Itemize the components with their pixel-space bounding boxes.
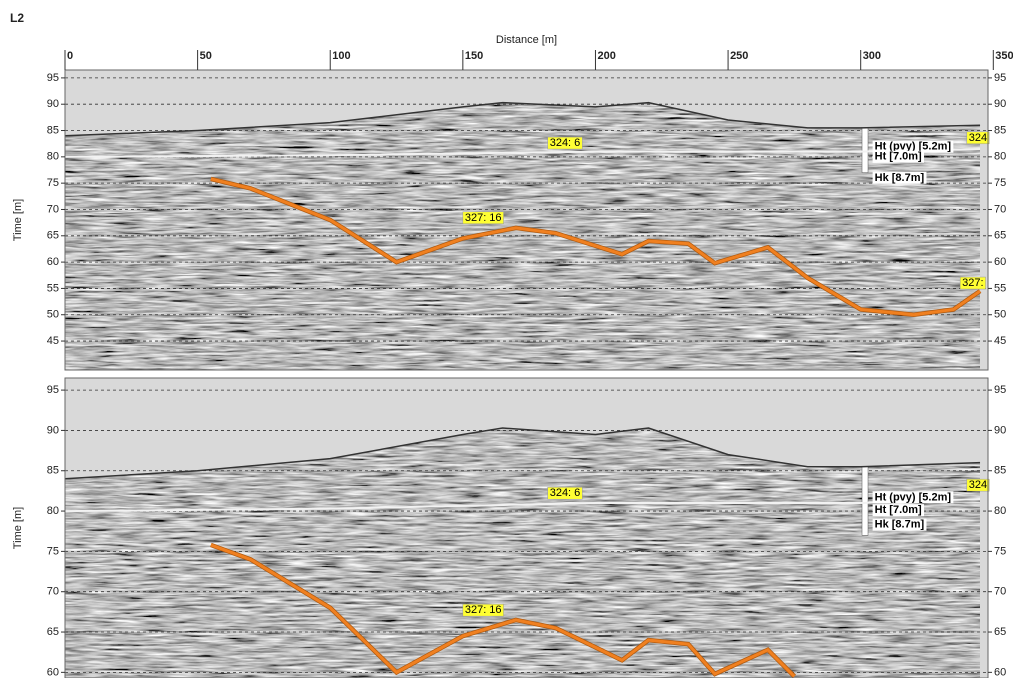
y-tick-label: 95	[47, 384, 59, 396]
y-tick-label: 90	[47, 424, 59, 436]
y2-tick-label: 50	[994, 309, 1006, 321]
y-tick-label: 70	[47, 586, 59, 598]
annotation: 324	[969, 132, 987, 144]
y2-tick-label: 70	[994, 203, 1006, 215]
y2-tick-label: 80	[994, 151, 1006, 163]
y-axis-title: Time [m]	[12, 507, 24, 549]
x-tick-label: 200	[597, 50, 615, 62]
annotation: 324: 6	[550, 487, 581, 499]
y-tick-label: 85	[47, 124, 59, 136]
annotation: Hk [8.7m]	[875, 172, 925, 184]
y2-tick-label: 75	[994, 545, 1006, 557]
y-tick-label: 75	[47, 545, 59, 557]
x-axis-title: Distance [m]	[496, 34, 557, 46]
y2-tick-label: 70	[994, 586, 1006, 598]
borehole	[862, 467, 868, 536]
y-axis-title: Time [m]	[12, 199, 24, 241]
y-tick-label: 90	[47, 98, 59, 110]
plot-area	[65, 70, 988, 370]
y2-tick-label: 55	[994, 282, 1006, 294]
annotation: Ht [7.0m]	[875, 504, 922, 516]
plot-area	[65, 378, 988, 678]
y2-tick-label: 95	[994, 72, 1006, 84]
y-tick-label: 85	[47, 465, 59, 477]
y-tick-label: 55	[47, 282, 59, 294]
x-tick-label: 100	[332, 50, 350, 62]
radargram-view: L2 324: 6327: 16324327:Ht (pvy) [5.2m]Ht…	[0, 0, 1013, 678]
y2-tick-label: 85	[994, 465, 1006, 477]
x-tick-label: 50	[200, 50, 212, 62]
borehole	[862, 128, 868, 173]
y2-tick-label: 80	[994, 505, 1006, 517]
y2-tick-label: 60	[994, 256, 1006, 268]
profile-label: L2	[10, 11, 24, 25]
y-tick-label: 65	[47, 626, 59, 638]
x-tick-label: 350	[995, 50, 1013, 62]
y2-tick-label: 60	[994, 666, 1006, 678]
y2-tick-label: 65	[994, 230, 1006, 242]
y-tick-label: 45	[47, 335, 59, 347]
y-tick-label: 50	[47, 309, 59, 321]
annotation: 327: 16	[465, 604, 502, 616]
y-tick-label: 75	[47, 177, 59, 189]
y-tick-label: 70	[47, 203, 59, 215]
x-tick-label: 250	[730, 50, 748, 62]
y-tick-label: 80	[47, 151, 59, 163]
y2-tick-label: 95	[994, 384, 1006, 396]
y2-tick-label: 45	[994, 335, 1006, 347]
y2-tick-label: 85	[994, 124, 1006, 136]
y-tick-label: 65	[47, 230, 59, 242]
annotation: Hk [8.7m]	[875, 519, 925, 531]
x-tick-label: 150	[465, 50, 483, 62]
x-tick-label: 0	[67, 50, 73, 62]
y2-tick-label: 90	[994, 424, 1006, 436]
x-tick-label: 300	[863, 50, 881, 62]
y2-tick-label: 90	[994, 98, 1006, 110]
y2-tick-label: 75	[994, 177, 1006, 189]
annotation: 324	[969, 479, 987, 491]
annotation: Ht (pvy) [5.2m]	[875, 491, 952, 503]
y-tick-label: 60	[47, 666, 59, 678]
annotation: 327: 16	[465, 212, 502, 224]
annotation: 327:	[962, 277, 983, 289]
annotation: Ht [7.0m]	[875, 151, 922, 163]
y2-tick-label: 65	[994, 626, 1006, 638]
y-tick-label: 80	[47, 505, 59, 517]
y-tick-label: 60	[47, 256, 59, 268]
y-tick-label: 95	[47, 72, 59, 84]
annotation: 324: 6	[550, 137, 581, 149]
